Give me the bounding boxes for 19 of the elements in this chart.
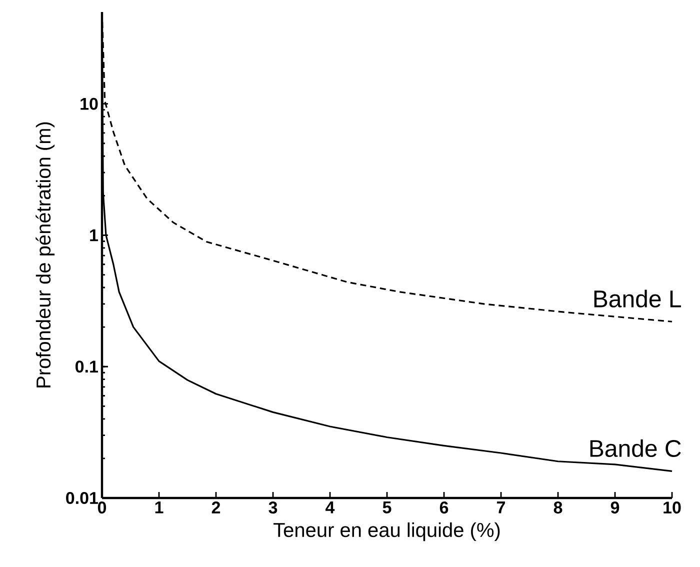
x-tick-label: 7 (497, 502, 505, 514)
series-label: Bande C (590, 439, 681, 457)
x-tick-label: 1 (155, 502, 164, 514)
y-tick-label: 10 (80, 98, 98, 110)
series-label: Bande L (594, 290, 681, 308)
y-tick-label: 0.1 (76, 360, 98, 373)
y-tick-label: 0.01 (66, 492, 98, 504)
x-tick-label: 6 (440, 502, 448, 514)
x-tick-label: 9 (610, 502, 620, 514)
x-tick-label: 4 (326, 502, 335, 514)
x-tick-label: 2 (212, 502, 220, 514)
y-axis-title: Profondeur de pénétration (m) (36, 122, 55, 388)
x-tick-label: 0 (98, 502, 106, 514)
x-tick-label: 10 (664, 502, 681, 514)
x-axis-title: Teneur en eau liquide (%) (273, 522, 500, 542)
y-tick-label: 1 (90, 229, 98, 242)
x-tick-label: 3 (268, 502, 278, 514)
x-tick-label: 5 (382, 502, 392, 514)
x-tick-label: 8 (554, 502, 562, 514)
